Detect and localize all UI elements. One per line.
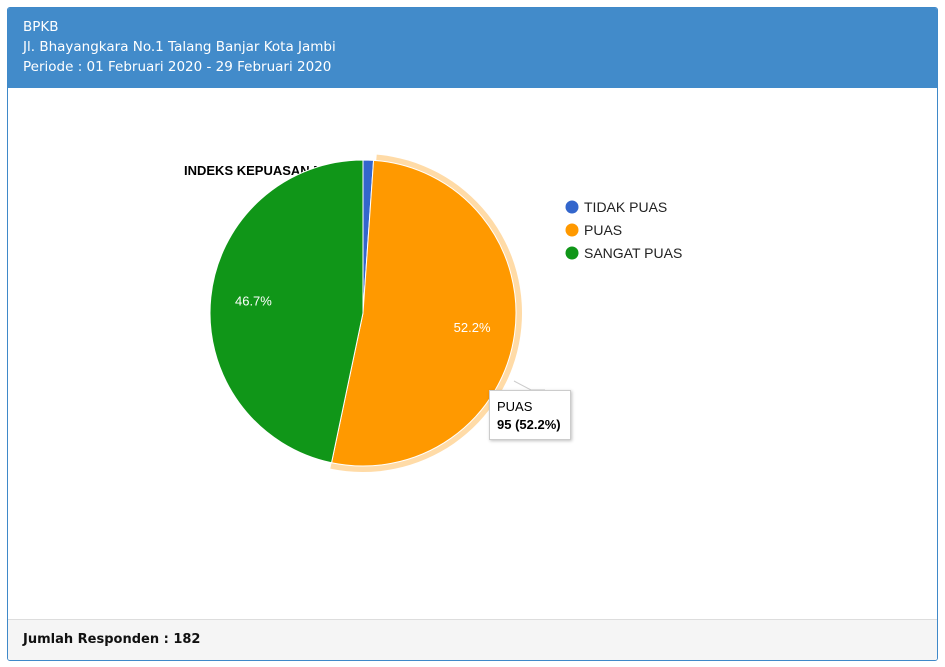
legend-marker-sangat-puas xyxy=(565,246,579,260)
slice-label-sangat-puas: 46.7% xyxy=(235,294,272,309)
period-text: Periode : 01 Februari 2020 - 29 Februari… xyxy=(23,59,332,75)
tooltip-value: 95 (52.2%) xyxy=(497,417,561,432)
legend-label-tidak-puas: TIDAK PUAS xyxy=(584,199,667,215)
legend-label-puas: PUAS xyxy=(584,222,622,238)
tooltip-label: PUAS xyxy=(497,399,533,414)
org-address: Jl. Bhayangkara No.1 Talang Banjar Kota … xyxy=(23,39,336,55)
tooltip-pointer xyxy=(513,380,545,391)
legend-label-sangat-puas: SANGAT PUAS xyxy=(584,245,682,261)
pie-slice-sangat-puas xyxy=(209,159,364,464)
pie-slice-puas xyxy=(330,159,517,467)
slice-label-puas: 52.2% xyxy=(454,320,491,335)
survey-panel: BPKB Jl. Bhayangkara No.1 Talang Banjar … xyxy=(7,7,938,661)
legend-marker-tidak-puas xyxy=(565,200,579,214)
chart-area: INDEKS KEPUASAN MASYARAKAT 52.2% 46.7% TIDA… xyxy=(8,88,937,619)
panel-footer: Jumlah Responden : 182 xyxy=(8,619,937,660)
chart-tooltip: PUAS 95 (52.2%) xyxy=(489,390,571,440)
legend-marker-puas xyxy=(565,223,579,237)
panel-header: BPKB Jl. Bhayangkara No.1 Talang Banjar … xyxy=(8,8,937,88)
pie-chart: INDEKS KEPUASAN MASYARAKAT52.2%46.7%TIDA… xyxy=(184,154,682,472)
org-name: BPKB xyxy=(23,19,59,35)
respondent-count: Jumlah Responden : 182 xyxy=(23,632,201,647)
